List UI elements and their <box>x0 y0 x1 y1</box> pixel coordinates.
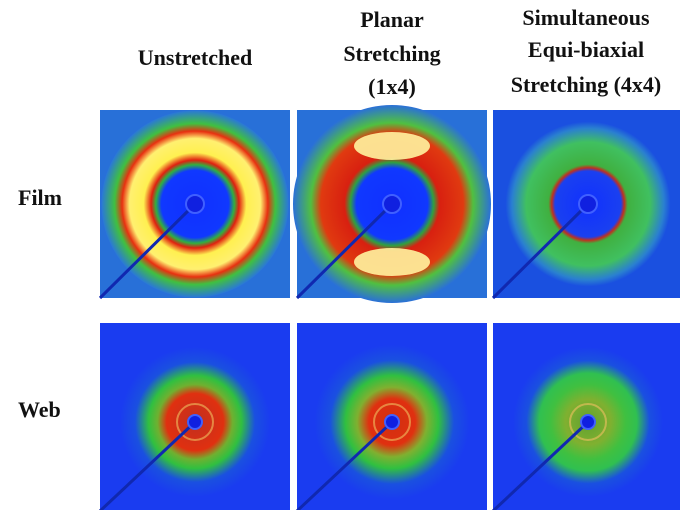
beam-center <box>383 195 401 213</box>
column-header: Stretching <box>343 41 440 66</box>
beam-center <box>188 415 202 429</box>
beam-center <box>579 195 597 213</box>
row-label: Film <box>18 185 62 210</box>
reflection-arc <box>354 132 430 160</box>
reflection-arc <box>354 248 430 276</box>
beam-center <box>385 415 399 429</box>
column-header: (1x4) <box>368 74 416 99</box>
column-header: Stretching (4x4) <box>511 72 662 97</box>
beam-center <box>186 195 204 213</box>
panels <box>100 105 680 510</box>
column-header: Equi-biaxial <box>528 37 644 62</box>
column-header: Simultaneous <box>522 5 650 30</box>
beam-center <box>581 415 595 429</box>
row-label: Web <box>18 397 61 422</box>
figure: Unstretched Planar Stretching (1x4) Simu… <box>0 0 680 510</box>
column-header: Planar <box>360 7 424 32</box>
column-header: Unstretched <box>138 45 252 70</box>
